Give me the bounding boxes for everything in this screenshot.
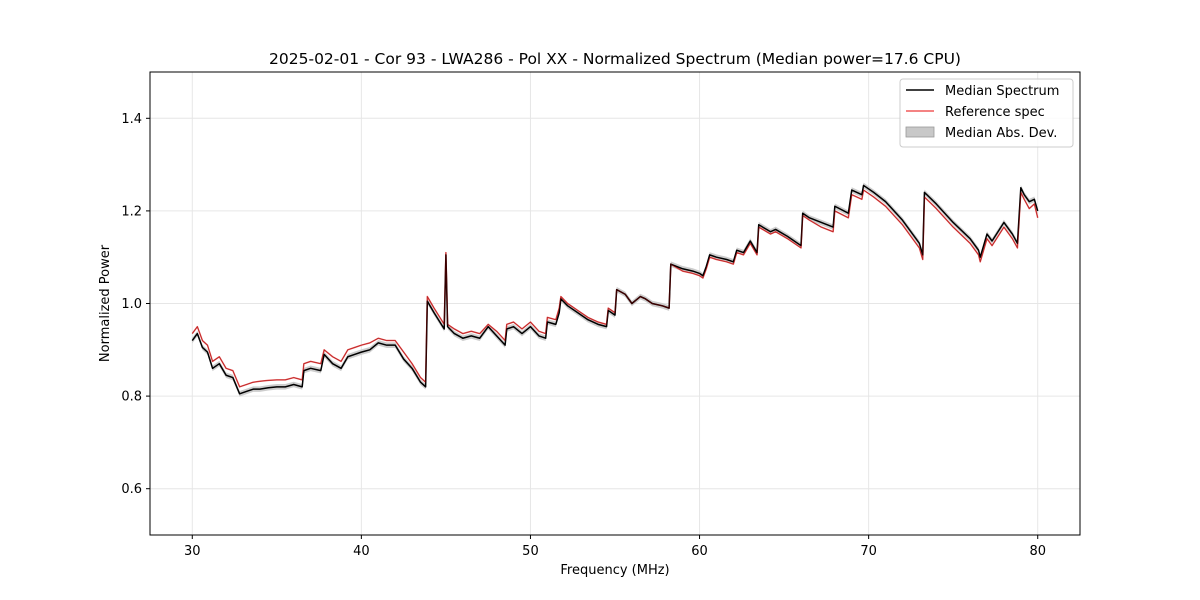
y-axis-ticks: 0.6 0.8 1.0 1.2 1.4 (121, 112, 150, 497)
y-axis-label: Normalized Power (98, 244, 113, 362)
y-tick-label: 0.6 (121, 482, 142, 497)
chart-title: 2025-02-01 - Cor 93 - LWA286 - Pol XX - … (269, 50, 961, 68)
x-axis-label: Frequency (MHz) (560, 563, 669, 578)
legend-median-label: Median Spectrum (945, 84, 1059, 99)
y-tick-label: 0.8 (121, 390, 142, 405)
x-tick-label: 70 (860, 544, 877, 559)
legend: Median Spectrum Reference spec Median Ab… (899, 78, 1074, 148)
x-tick-label: 60 (691, 544, 708, 559)
x-tick-label: 40 (353, 544, 370, 559)
legend-reference-label: Reference spec (945, 105, 1045, 120)
series-lines (191, 184, 1039, 395)
y-tick-label: 1.2 (121, 204, 142, 219)
median-spectrum-line (191, 184, 1039, 395)
legend-mad-label: Median Abs. Dev. (945, 126, 1057, 141)
x-tick-label: 80 (1029, 544, 1046, 559)
x-tick-label: 50 (522, 544, 539, 559)
x-axis-ticks: 30 40 50 60 70 80 (184, 535, 1046, 559)
reference-overlay-line (191, 189, 1039, 388)
y-tick-label: 1.4 (121, 112, 142, 127)
legend-box (899, 78, 1074, 148)
x-tick-label: 30 (184, 544, 201, 559)
y-tick-label: 1.0 (121, 297, 142, 312)
legend-mad-swatch (905, 126, 935, 138)
